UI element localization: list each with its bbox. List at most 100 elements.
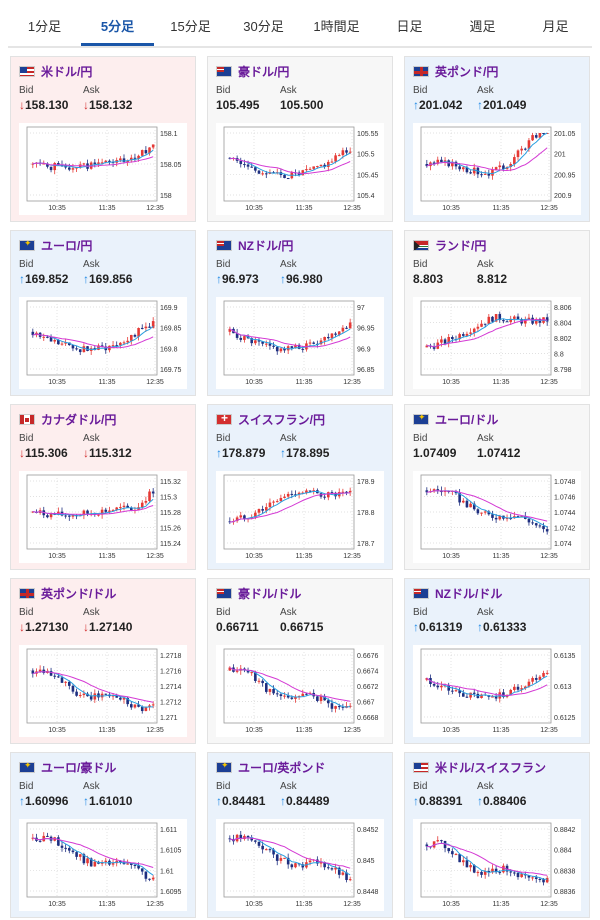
tab-0[interactable]: 1分足 (27, 19, 62, 34)
pair-name[interactable]: 米ドル/スイスフラン (435, 760, 546, 775)
pair-name[interactable]: カナダドル/円 (41, 412, 117, 427)
candle-body (494, 314, 498, 322)
y-tick-label: 0.8452 (357, 827, 379, 834)
pair-title[interactable]: ユーロ/円 (19, 237, 92, 253)
candle-body (480, 871, 483, 875)
mini-candlestick-chart[interactable]: 201.05 201 200.95 200.9 10:35 11:35 12:35 (413, 123, 581, 215)
candle-body (312, 166, 316, 169)
rate-card[interactable]: 豪ドル/ドル Bid Ask 0.66711 0.66715 0.6676 0.6… (207, 578, 393, 744)
pair-title[interactable]: ランド/円 (413, 237, 486, 253)
pair-title[interactable]: ユーロ/豪ドル (19, 759, 116, 775)
tab-5[interactable]: 日足 (396, 19, 423, 34)
candle-body (250, 672, 254, 674)
candle-body (491, 514, 494, 518)
bid-price: ↓115.306 (19, 446, 68, 460)
rate-card[interactable]: ユーロ/ドル Bid Ask 1.07409 1.07412 1.07481.0… (404, 404, 590, 570)
rate-card[interactable]: ユーロ/円 Bid Ask ↑169.852 ↑169.856 169.9169… (10, 230, 196, 396)
pair-title[interactable]: NZドル/円 (216, 237, 293, 253)
pair-title[interactable]: ユーロ/英ポンド (216, 759, 325, 775)
rate-card[interactable]: 豪ドル/円 Bid Ask 105.495 105.500 105.55 105.… (207, 56, 393, 222)
mini-candlestick-chart[interactable]: 1.611 1.6105 1.61 1.6095 10:35 11:35 12:35 (19, 819, 187, 911)
candle-body (330, 161, 334, 163)
tab-2[interactable]: 15分足 (170, 19, 211, 34)
pair-title[interactable]: 米ドル/円 (19, 63, 92, 79)
mini-candlestick-chart[interactable]: 169.9 169.85 169.8 169.75 10:35 11:35 12:35 (19, 297, 187, 389)
rate-card[interactable]: NZドル/円 Bid Ask ↑96.973 ↑96.980 97 96.95 96… (207, 230, 393, 396)
rate-card[interactable]: カナダドル/円 Bid Ask ↓115.306 ↓115.312 115.32… (10, 404, 196, 570)
mini-candlestick-chart[interactable]: 0.6676 0.6674 0.6672 0.667 0.6668 10:35 11:35 1… (216, 645, 384, 737)
pair-name[interactable]: スイスフラン/円 (238, 412, 325, 427)
pair-title[interactable]: NZドル/ドル (413, 585, 502, 601)
pair-title[interactable]: ユーロ/ドル (413, 411, 498, 427)
pair-name[interactable]: NZドル/円 (238, 238, 294, 253)
y-tick-label: 169.75 (160, 367, 182, 374)
x-tick-label: 12:35 (146, 205, 164, 212)
pair-name[interactable]: ユーロ/ドル (435, 412, 499, 427)
mini-candlestick-chart[interactable]: 1.0748 1.0746 1.0744 1.0742 1.074 10:35 11:35 1… (413, 471, 581, 563)
candle-body (469, 692, 472, 698)
pair-title[interactable]: 豪ドル/ドル (216, 585, 301, 601)
rate-card[interactable]: ユーロ/英ポンド Bid Ask ↑0.84481 ↑0.84489 0.845… (207, 752, 393, 918)
pair-name[interactable]: ユーロ/円 (41, 238, 93, 253)
y-tick-label: 169.9 (160, 305, 178, 312)
pair-title[interactable]: 英ポンド/ドル (19, 585, 116, 601)
pair-name[interactable]: ランド/円 (435, 238, 487, 253)
mini-candlestick-chart[interactable]: 105.55 105.5 105.45 105.4 10:35 11:35 12:35 (216, 123, 384, 215)
rate-card[interactable]: 英ポンド/円 Bid Ask ↑201.042 ↑201.049 201.05 2… (404, 56, 590, 222)
mini-candlestick-chart[interactable]: 0.8452 0.845 0.8448 10:35 11:35 12:35 (216, 819, 384, 911)
candle-body (494, 868, 498, 873)
pair-name[interactable]: 英ポンド/ドル (41, 586, 117, 601)
tab-3[interactable]: 30分足 (243, 19, 284, 34)
pair-name[interactable]: 豪ドル/円 (238, 64, 290, 79)
candle-body (502, 165, 505, 169)
mini-candlestick-chart[interactable]: 178.9 178.8 178.7 10:35 11:35 12:35 (216, 471, 384, 563)
pair-name[interactable]: 英ポンド/円 (435, 64, 499, 79)
down-arrow-icon: ↓ (19, 98, 25, 112)
candle-body (451, 161, 454, 167)
candle-body (502, 692, 505, 698)
candle-body (440, 339, 443, 343)
rate-card[interactable]: ランド/円 Bid Ask 8.803 8.812 8.806 8.804 8.80… (404, 230, 590, 396)
pair-title[interactable]: スイスフラン/円 (216, 411, 325, 427)
pair-title[interactable]: 豪ドル/円 (216, 63, 289, 79)
candle-body (272, 501, 275, 503)
pair-title[interactable]: 米ドル/スイスフラン (413, 759, 546, 775)
candle-body (144, 706, 148, 712)
rate-card[interactable]: 英ポンド/ドル Bid Ask ↓1.27130 ↓1.27140 1.2718… (10, 578, 196, 744)
rate-card[interactable]: スイスフラン/円 Bid Ask ↑178.879 ↑178.895 178.9… (207, 404, 393, 570)
candle-body (111, 345, 115, 347)
mini-candlestick-chart[interactable]: 158.1 158.05 158 10:35 11:35 12:35 (19, 123, 187, 215)
bid-ask-labels: Bid Ask (216, 85, 297, 96)
tab-4[interactable]: 1時間足 (313, 19, 360, 34)
mini-candlestick-chart[interactable]: 8.806 8.804 8.802 8.8 8.798 10:35 11:35 12:35 (413, 297, 581, 389)
tab-6[interactable]: 週足 (469, 19, 496, 34)
pair-name[interactable]: 豪ドル/ドル (238, 586, 302, 601)
mini-candlestick-chart[interactable]: 0.8842 0.884 0.8838 0.8836 10:35 11:35 12:35 (413, 819, 581, 911)
y-tick-label: 1.6095 (160, 889, 182, 896)
candle-body (447, 848, 451, 852)
rate-card[interactable]: ユーロ/豪ドル Bid Ask ↑1.60996 ↑1.61010 1.6111… (10, 752, 196, 918)
tab-1[interactable]: 5分足 (81, 8, 154, 46)
pair-name[interactable]: 米ドル/円 (41, 64, 93, 79)
ask-price: ↓115.312 (83, 446, 132, 460)
mini-candlestick-chart[interactable]: 1.2718 1.2716 1.2714 1.2712 1.271 10:35 11:35 1… (19, 645, 187, 737)
ask-label: Ask (280, 607, 297, 618)
mini-candlestick-chart[interactable]: 0.6135 0.613 0.6125 10:35 11:35 12:35 (413, 645, 581, 737)
pair-name[interactable]: ユーロ/豪ドル (41, 760, 117, 775)
rate-card[interactable]: 米ドル/円 Bid Ask ↓158.130 ↓158.132 158.1 158… (10, 56, 196, 222)
candle-body (75, 852, 78, 857)
x-tick-label: 12:35 (146, 379, 164, 386)
bid-label: Bid (216, 259, 231, 270)
x-tick-label: 11:35 (296, 379, 313, 386)
pair-title[interactable]: 英ポンド/円 (413, 63, 498, 79)
rate-card[interactable]: NZドル/ドル Bid Ask ↑0.61319 ↑0.61333 0.6135… (404, 578, 590, 744)
mini-candlestick-chart[interactable]: 97 96.95 96.9 96.85 10:35 11:35 12:35 (216, 297, 384, 389)
rate-card[interactable]: 米ドル/スイスフラン Bid Ask ↑0.88391 ↑0.88406 0.8… (404, 752, 590, 918)
pair-name[interactable]: NZドル/ドル (435, 586, 503, 601)
pair-name[interactable]: ユーロ/英ポンド (238, 760, 326, 775)
candle-body (268, 849, 272, 851)
tab-7[interactable]: 月足 (542, 19, 569, 34)
candle-body (432, 489, 436, 492)
mini-candlestick-chart[interactable]: 115.32 115.3 115.28 115.26 115.24 10:35 11:35 1… (19, 471, 187, 563)
pair-title[interactable]: カナダドル/円 (19, 411, 116, 427)
